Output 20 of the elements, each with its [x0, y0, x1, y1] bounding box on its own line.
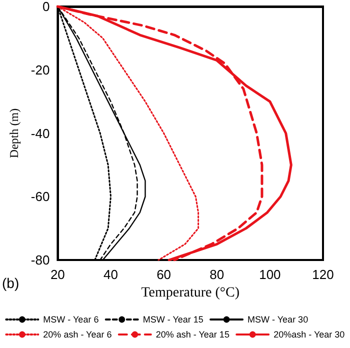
y-tick-label: -60: [30, 189, 50, 204]
x-axis-title: Temperature (°C): [141, 285, 240, 300]
y-tick-label: -80: [30, 252, 50, 268]
legend-label: MSW - Year 15: [142, 314, 204, 324]
x-tick-label: 100: [259, 267, 281, 282]
x-tick-label: 120: [312, 267, 334, 282]
x-tick-label: 80: [210, 267, 224, 282]
legend-label: 20% ash - Year 15: [156, 330, 230, 340]
x-tick-label: 40: [104, 267, 118, 282]
legend-label: 20% ash - Year 6: [43, 330, 112, 340]
legend-label: MSW - Year 30: [248, 314, 308, 324]
legend-label: MSW - Year 6: [43, 314, 99, 324]
text: (b): [2, 275, 20, 291]
x-tick-label: 60: [156, 267, 172, 282]
legend-label: 20%ash - Year 30: [274, 330, 345, 340]
x-tick-label: 20: [50, 267, 65, 282]
y-axis-title: Depth (m): [7, 108, 21, 158]
y-tick-label: 0: [42, 0, 50, 14]
y-tick-label: -20: [30, 62, 50, 78]
y-tick-label: -40: [30, 126, 50, 141]
